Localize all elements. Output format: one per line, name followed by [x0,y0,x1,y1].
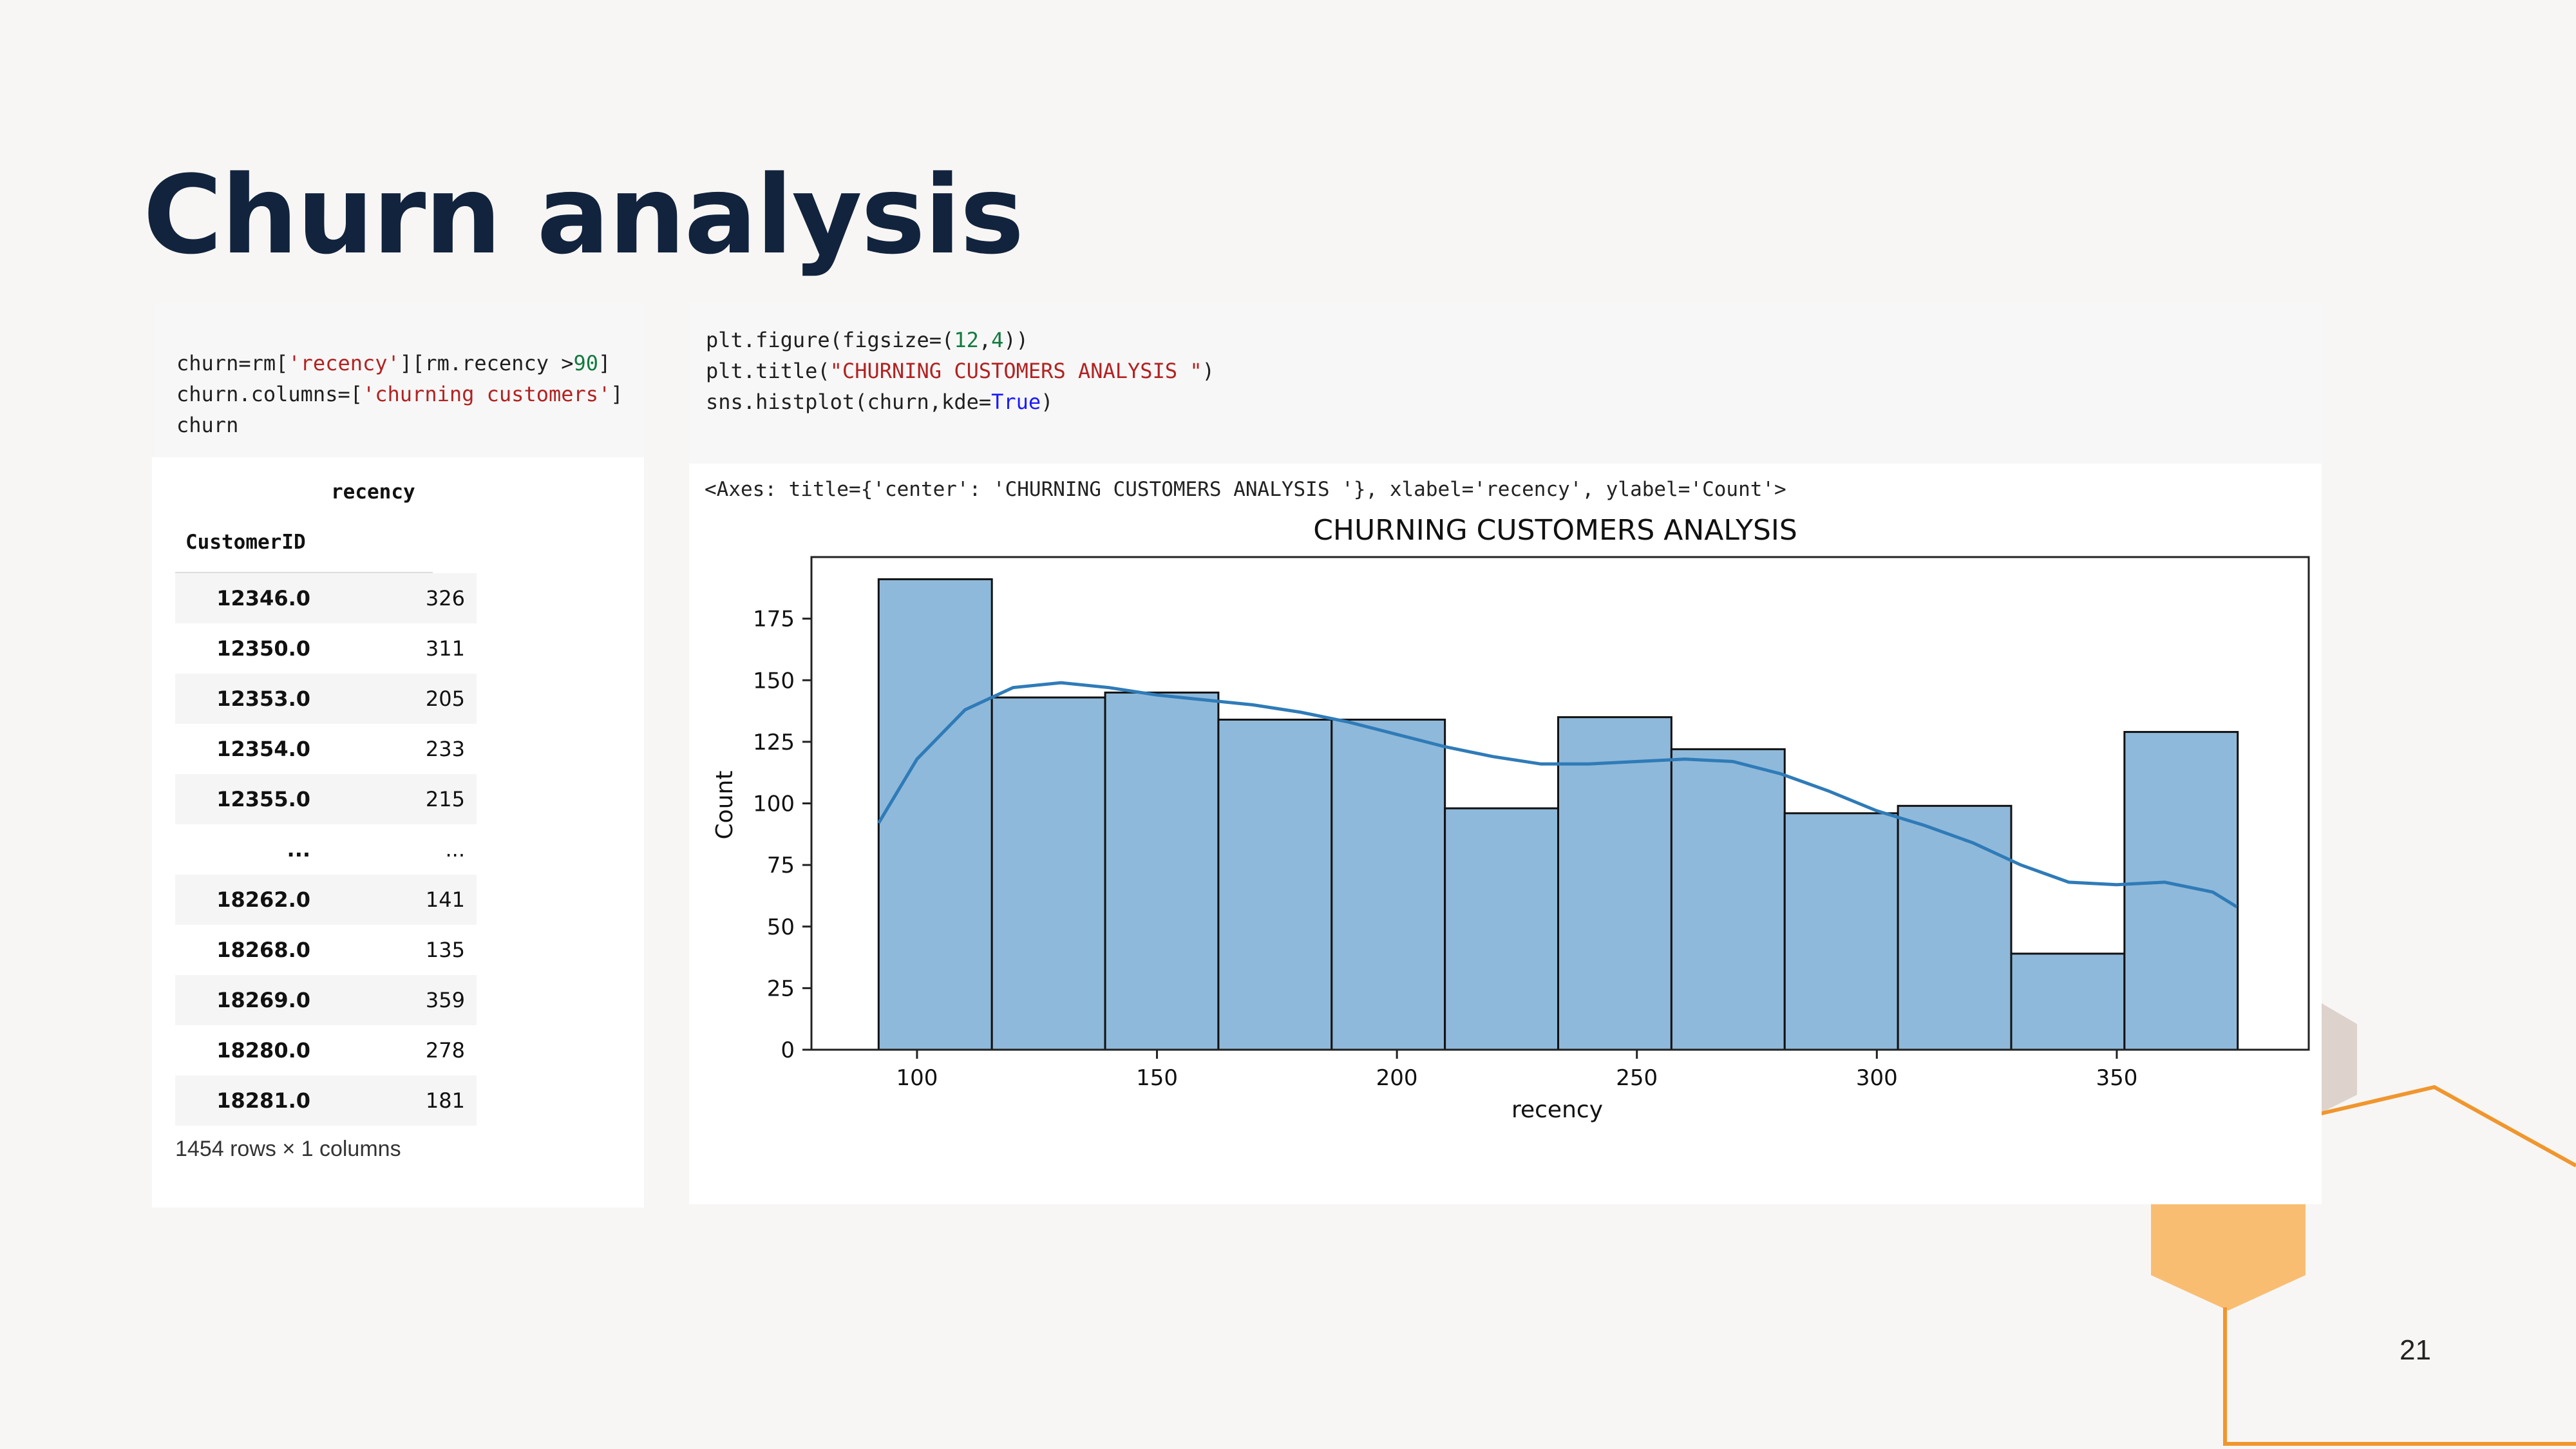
right-code-line: sns.histplot(churn,kde=True) [706,390,1054,414]
row-index: 18280.0 [216,1038,310,1063]
right-code-line: plt.title("CHURNING CUSTOMERS ANALYSIS "… [706,359,1215,383]
row-value: 311 [425,636,465,661]
table-row: 18268.0 135 [175,925,477,975]
table-row: 12346.0 326 [175,573,477,623]
row-index: 18281.0 [175,1075,362,1126]
left-code-block: churn=rm['recency'][rm.recency >90] churn… [176,348,623,440]
histogram-bar [1217,718,1333,1051]
x-tick-label: 350 [2096,1065,2137,1091]
x-tick-label: 250 [1616,1065,1658,1091]
histogram-bar [990,696,1106,1051]
table-row: 12354.0 233 [175,724,477,774]
y-tick-label: 25 [767,976,795,1001]
orange-outline-top [2318,1084,2576,1168]
row-value: 181 [362,1075,477,1126]
row-value: 326 [362,573,477,623]
df-header-divider [175,572,433,573]
left-code-cell[interactable]: churn=rm['recency'][rm.recency >90] churn… [155,303,644,457]
histogram-bar [1783,812,1899,1051]
histogram-bar [2123,731,2239,1051]
left-code-line: churn [176,413,239,437]
x-tick-label: 300 [1856,1065,1898,1091]
left-code-line: churn.columns=['churning customers'] [176,382,623,406]
dataframe-output: recency CustomerID 12346.0 326 12350.0 311 1… [152,457,644,1208]
right-code-cell[interactable]: plt.figure(figsize=(12,4)) plt.title("CHU… [689,303,2322,464]
right-code-block: plt.figure(figsize=(12,4)) plt.title("CHU… [706,325,1215,417]
left-code-line: churn=rm['recency'][rm.recency >90] [176,351,611,375]
histogram-bar [877,578,993,1051]
row-value: 135 [425,938,465,962]
table-row: 18280.0 278 [175,1025,477,1075]
df-index-name: CustomerID [185,531,306,554]
histogram-bar [1104,691,1220,1051]
row-index: 12354.0 [216,737,310,761]
table-row: 18262.0 141 [175,875,477,925]
row-value: 359 [362,975,477,1025]
row-index: 18262.0 [175,875,362,925]
row-index: 12346.0 [175,573,362,623]
table-row: 18281.0 181 [175,1075,477,1126]
histogram-bar [1331,718,1446,1051]
df-column-header: recency [331,480,415,504]
y-tick-label: 100 [753,791,795,817]
row-value: ... [445,837,465,862]
row-value: 141 [362,875,477,925]
histogram-bar [1444,807,1560,1051]
x-axis-label: recency [1511,1097,1603,1123]
y-tick-label: 50 [767,914,795,940]
beige-hexagon-shape [2318,1001,2357,1114]
chart-output: <Axes: title={'center': 'CHURNING CUSTOM… [689,464,2322,1204]
row-value: 278 [425,1038,465,1063]
table-row: 12355.0 215 [175,774,477,824]
page-number: 21 [2400,1334,2431,1366]
df-footer: 1454 rows × 1 columns [175,1137,401,1161]
row-index: ... [287,837,310,862]
x-tick-label: 200 [1376,1065,1418,1091]
histogram-bar [1670,748,1786,1051]
kde-line [877,681,2238,909]
row-index: 12350.0 [216,636,310,661]
y-tick-label: 150 [753,668,795,694]
histogram-bar [1557,716,1672,1051]
y-tick-label: 175 [753,607,795,632]
orange-hexagon-shape [2151,1198,2306,1311]
histogram-chart: CHURNING CUSTOMERS ANALYSIS 100 150 200 250… [712,514,2310,1123]
histogram-bar [1897,804,2012,1051]
row-value: 233 [425,737,465,761]
slide-title: Churn analysis [143,152,1024,278]
table-row: 12350.0 311 [175,623,477,674]
y-tick-label: 0 [781,1037,795,1063]
row-index: 18269.0 [175,975,362,1025]
row-index: 12353.0 [175,674,362,724]
histogram-bar [2010,952,2126,1051]
x-tick-label: 150 [1136,1065,1178,1091]
table-row: 12353.0 205 [175,674,477,724]
table-row: 18269.0 359 [175,975,477,1025]
row-index: 18268.0 [216,938,310,962]
chart-title: CHURNING CUSTOMERS ANALYSIS [1313,514,1797,547]
table-row: ...... [175,824,477,875]
row-value: 215 [362,774,477,824]
orange-outline-bottom [2223,1307,2576,1446]
x-tick-label: 100 [896,1065,938,1091]
y-axis-label: Count [712,771,738,840]
y-tick-label: 75 [767,853,795,878]
dataframe-table: 12346.0 326 12350.0 311 12353.0 205 12354.0 233… [175,573,477,1126]
row-value: 205 [362,674,477,724]
right-code-line: plt.figure(figsize=(12,4)) [706,328,1028,352]
y-tick-label: 125 [753,730,795,755]
axes-repr-text: <Axes: title={'center': 'CHURNING CUSTOM… [705,478,1786,501]
row-index: 12355.0 [175,774,362,824]
